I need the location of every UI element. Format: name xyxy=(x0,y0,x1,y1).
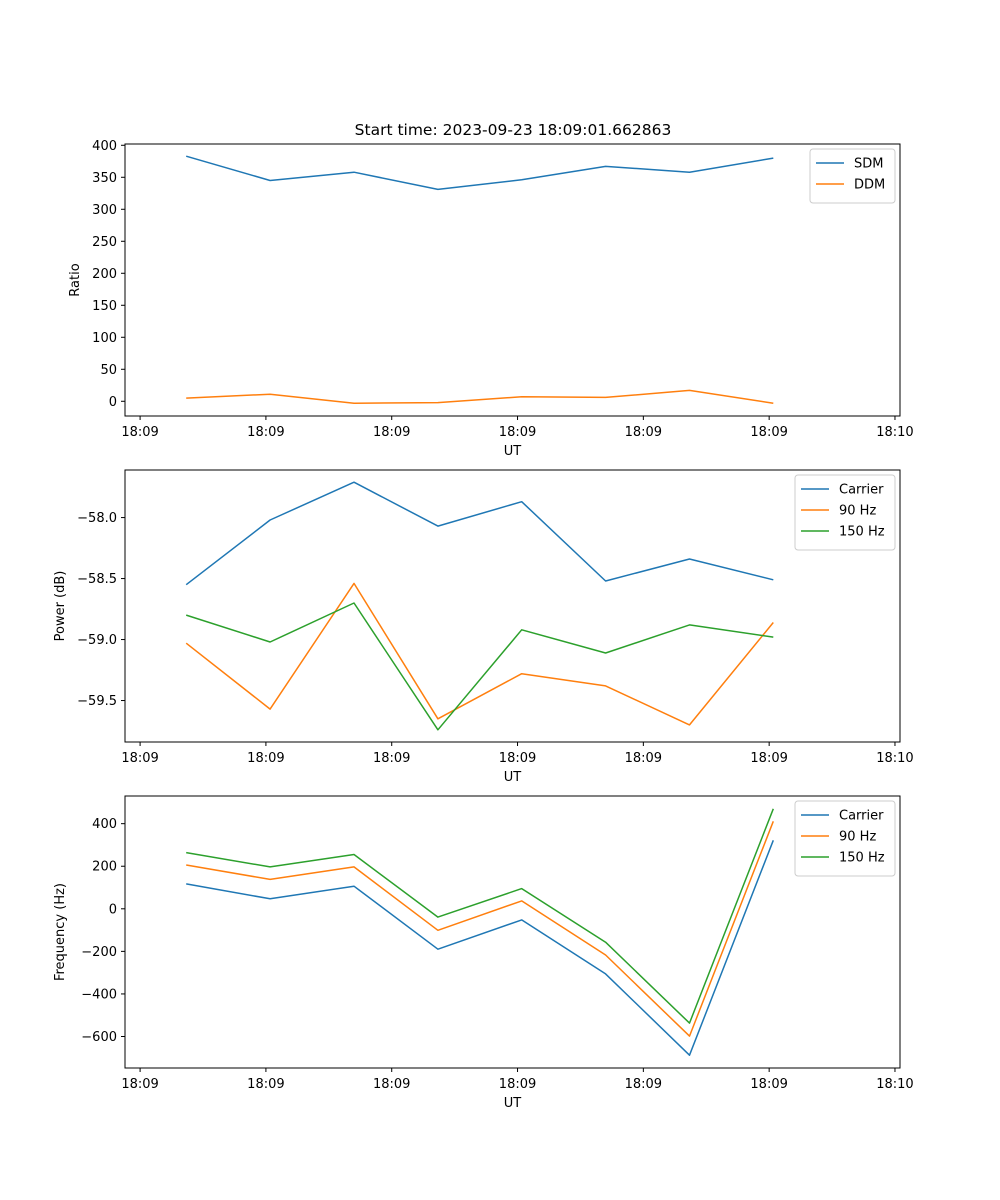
series-line-90-hz xyxy=(185,582,774,726)
x-tick-label: 18:09 xyxy=(499,425,536,440)
x-tick-label: 18:09 xyxy=(373,751,410,766)
plot-area xyxy=(125,144,900,416)
x-axis-label: UT xyxy=(504,1096,522,1111)
axes-frame xyxy=(124,469,901,743)
y-axis-label: Frequency (Hz) xyxy=(53,883,68,981)
x-tick-label: 18:09 xyxy=(373,425,410,440)
y-tick-label: −200 xyxy=(81,945,117,960)
y-axis-label: Ratio xyxy=(68,263,83,296)
y-tick-label: 150 xyxy=(92,299,117,314)
x-tick-label: 18:09 xyxy=(247,751,284,766)
x-tick-label: 18:09 xyxy=(121,425,158,440)
legend: Carrier 90 Hz 150 Hz xyxy=(794,800,896,877)
chart-panel-3: 18:09 18:09 18:09 18:09 18:09 18:09 18:10 −600 −… xyxy=(53,795,914,1111)
x-axis-label: UT xyxy=(504,770,522,785)
legend: Carrier 90 Hz 150 Hz xyxy=(794,474,896,551)
x-tick-label: 18:09 xyxy=(247,425,284,440)
series-line-carrier xyxy=(185,481,774,586)
series-line-ddm xyxy=(186,389,774,404)
y-tick-label: −59.0 xyxy=(77,633,117,648)
legend-label: Carrier xyxy=(839,809,884,824)
y-tick-label: 400 xyxy=(92,139,117,154)
y-axis-label: Power (dB) xyxy=(53,571,68,642)
series-line-150-hz xyxy=(186,808,774,1024)
x-axis-label: UT xyxy=(504,444,522,459)
legend-label: 150 Hz xyxy=(839,525,885,540)
plot-area xyxy=(125,796,900,1068)
y-tick-label: 350 xyxy=(92,171,117,186)
figure-title: Start time: 2023-09-23 18:09:01.662863 xyxy=(355,121,672,139)
x-tick-label: 18:09 xyxy=(247,1077,284,1092)
x-tick-label: 18:09 xyxy=(121,1077,158,1092)
y-tick-label: −600 xyxy=(81,1030,117,1045)
x-tick-label: 18:09 xyxy=(121,751,158,766)
y-tick-label: 400 xyxy=(92,817,117,832)
legend-label: SDM xyxy=(854,157,883,172)
y-tick-label: 200 xyxy=(92,860,117,875)
y-tick-label: 100 xyxy=(92,331,117,346)
x-tick-label: 18:10 xyxy=(876,1077,913,1092)
y-tick-label: 0 xyxy=(109,902,117,917)
y-tick-label: −59.5 xyxy=(77,694,117,709)
x-tick-label: 18:09 xyxy=(499,1077,536,1092)
y-tick-label: 0 xyxy=(109,395,117,410)
y-tick-label: 200 xyxy=(92,267,117,282)
axes-frame xyxy=(124,143,901,417)
legend: SDM DDM xyxy=(809,148,896,204)
series-line-sdm xyxy=(185,155,774,191)
plot-area xyxy=(125,470,900,742)
chart-panel-2: 18:09 18:09 18:09 18:09 18:09 18:09 18:10 −59.5… xyxy=(53,469,914,785)
series-line-90-hz xyxy=(186,821,774,1037)
series-line-150-hz xyxy=(185,602,774,731)
legend-label: 150 Hz xyxy=(839,851,885,866)
x-tick-label: 18:09 xyxy=(625,425,662,440)
legend-label: 90 Hz xyxy=(839,504,876,519)
y-tick-label: 300 xyxy=(92,203,117,218)
x-tick-label: 18:09 xyxy=(625,1077,662,1092)
x-tick-label: 18:09 xyxy=(625,751,662,766)
y-tick-label: −58.0 xyxy=(77,511,117,526)
legend-label: DDM xyxy=(854,178,885,193)
y-tick-label: 50 xyxy=(100,363,117,378)
x-tick-label: 18:09 xyxy=(750,425,787,440)
chart-panels: 18:09 18:09 18:09 18:09 18:09 18:09 18:10 0 50 10… xyxy=(53,139,914,1111)
legend-label: Carrier xyxy=(839,483,884,498)
x-tick-label: 18:09 xyxy=(499,751,536,766)
x-tick-label: 18:09 xyxy=(750,751,787,766)
chart-panel-1: 18:09 18:09 18:09 18:09 18:09 18:09 18:10 0 50 10… xyxy=(68,139,914,459)
legend-label: 90 Hz xyxy=(839,830,876,845)
x-tick-label: 18:09 xyxy=(373,1077,410,1092)
y-tick-label: −400 xyxy=(81,987,117,1002)
x-tick-label: 18:10 xyxy=(876,425,913,440)
axes-frame xyxy=(124,795,901,1069)
x-tick-label: 18:10 xyxy=(876,751,913,766)
y-tick-label: 250 xyxy=(92,235,117,250)
x-tick-label: 18:09 xyxy=(750,1077,787,1092)
y-tick-label: −58.5 xyxy=(77,572,117,587)
series-line-carrier xyxy=(186,840,774,1056)
